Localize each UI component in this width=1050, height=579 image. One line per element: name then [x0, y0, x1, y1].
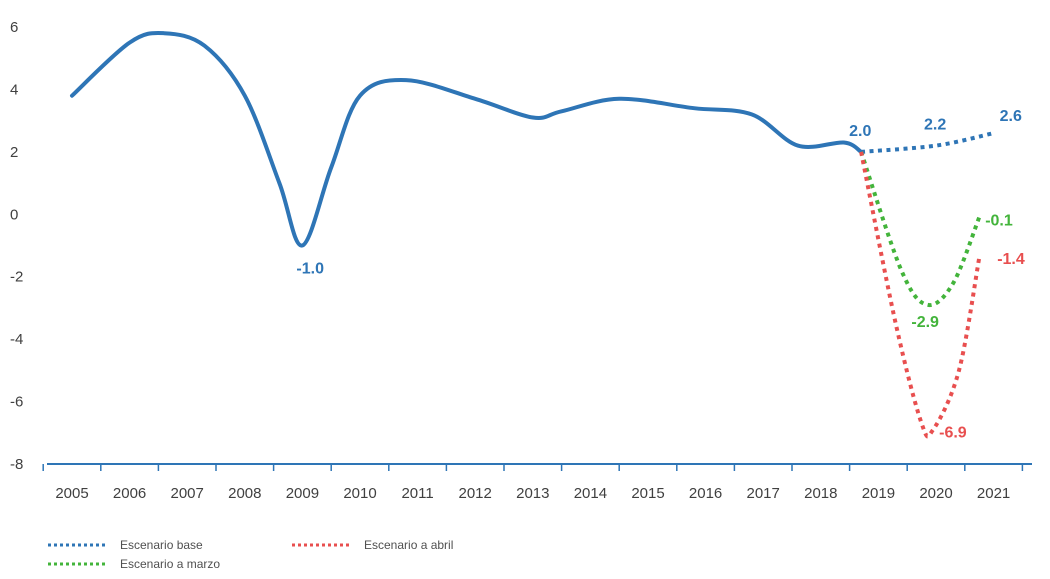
x-tick-label: 2016 [689, 485, 722, 502]
x-tick-label: 2021 [977, 485, 1010, 502]
x-tick-label: 2014 [574, 485, 607, 502]
data-label: -1.4 [997, 251, 1025, 268]
data-label: 2.6 [1000, 108, 1022, 125]
legend-label: Escenario a marzo [120, 557, 220, 571]
legend: Escenario base Escenario a marzo Escenario… [48, 538, 453, 571]
x-tick-label: 2008 [228, 485, 261, 502]
x-tick-label: 2020 [919, 485, 952, 502]
data-label: 2.2 [924, 117, 946, 134]
y-tick-label: 0 [10, 206, 18, 223]
series-lines [70, 30, 995, 439]
x-tick-label: 2013 [516, 485, 549, 502]
data-label: -2.9 [911, 314, 939, 331]
data-label: -1.0 [296, 261, 324, 278]
y-tick-label: -2 [10, 269, 23, 286]
data-label: -6.9 [939, 425, 967, 442]
x-tick-label: 2007 [171, 485, 204, 502]
y-tick-label: -4 [10, 331, 23, 348]
data-label: -0.1 [985, 212, 1013, 229]
legend-label: Escenario base [120, 538, 203, 552]
data-label: 2.0 [849, 123, 871, 140]
x-tick-label: 2015 [631, 485, 664, 502]
x-tick-label: 2018 [804, 485, 837, 502]
x-tick-label: 2009 [286, 485, 319, 502]
x-tick-label: 2019 [862, 485, 895, 502]
y-tick-label: 2 [10, 144, 18, 161]
series-line [859, 151, 982, 439]
x-tick-label: 2017 [747, 485, 780, 502]
historical-line [70, 30, 864, 248]
x-tick-label: 2005 [55, 485, 88, 502]
y-tick-label: 4 [10, 81, 18, 98]
x-tick-label: 2006 [113, 485, 146, 502]
y-tick-label: -8 [10, 456, 23, 473]
x-axis-ticks [42, 464, 1024, 471]
legend-label: Escenario a abril [364, 538, 453, 552]
series-line [860, 131, 995, 154]
x-tick-label: 2010 [343, 485, 376, 502]
series-line [859, 151, 982, 308]
y-tick-label: 6 [10, 19, 18, 36]
y-axis-labels: 6 4 2 0 -2 -4 -6 -8 [10, 19, 23, 473]
x-axis-tick-labels: 2005 2006 2007 2008 2009 2010 2011 2012 2013 2014… [55, 485, 1010, 502]
data-labels: -1.0 2.0 2.2 2.6 -0.1 -2.9 -1.4 -6.9 [296, 108, 1024, 442]
x-tick-label: 2011 [401, 485, 433, 502]
x-tick-label: 2012 [459, 485, 492, 502]
y-tick-label: -6 [10, 394, 23, 411]
